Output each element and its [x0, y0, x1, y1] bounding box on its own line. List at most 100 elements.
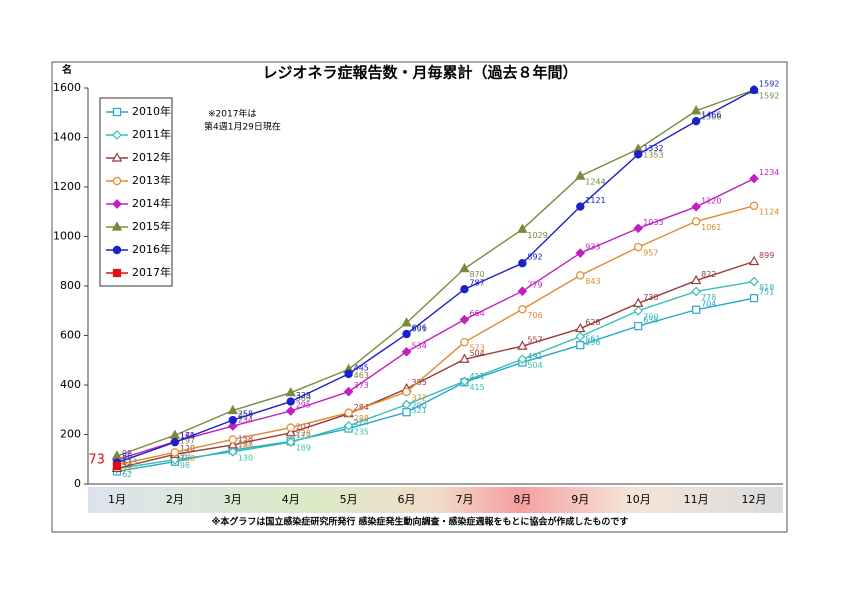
- data-label: 892: [527, 253, 542, 262]
- marker: [633, 305, 644, 316]
- marker: [518, 259, 527, 268]
- data-label: 235: [354, 427, 369, 436]
- marker: [692, 305, 701, 314]
- series-line: [116, 205, 755, 466]
- data-label: 638: [643, 316, 658, 325]
- legend-label: 2017年: [132, 265, 171, 279]
- marker: [518, 305, 527, 314]
- series-line: [116, 177, 755, 461]
- x-tick-label: 10月: [626, 493, 651, 506]
- marker: [749, 294, 759, 303]
- marker: [690, 105, 702, 115]
- x-tick-label: 4月: [282, 493, 300, 506]
- legend-label: 2012年: [132, 150, 171, 164]
- marker: [691, 217, 701, 226]
- data-label: 1061: [701, 223, 721, 232]
- x-tick-label: 11月: [684, 493, 709, 506]
- marker: [691, 116, 701, 126]
- frame: [51, 61, 788, 533]
- marker: [112, 268, 122, 278]
- annotation: ※2017年は: [208, 108, 256, 120]
- x-tick-label: 8月: [513, 493, 531, 506]
- marker: [227, 439, 239, 449]
- data-label: 957: [643, 249, 658, 258]
- marker: [112, 461, 122, 471]
- marker: [286, 397, 295, 406]
- data-label: 573: [469, 344, 484, 353]
- marker: [517, 340, 528, 350]
- y-tick-label: 1400: [53, 131, 81, 144]
- marker: [228, 415, 237, 425]
- season-band: [88, 487, 783, 513]
- data-label: 197: [180, 437, 195, 446]
- marker: [460, 285, 469, 294]
- marker: [691, 286, 701, 297]
- marker: [402, 408, 411, 417]
- annotation: 第4週1月29日現在: [204, 121, 281, 133]
- data-label: 385: [412, 378, 427, 387]
- marker: [634, 242, 643, 252]
- data-label: 787: [469, 279, 484, 288]
- data-label: 843: [585, 277, 600, 286]
- data-label: 373: [354, 381, 369, 390]
- marker: [749, 201, 759, 211]
- x-tick-label: 6月: [398, 493, 416, 506]
- x-tick-label: 7月: [455, 493, 473, 506]
- marker: [749, 276, 759, 287]
- x-tick-label: 1月: [108, 493, 126, 506]
- data-label: 321: [412, 406, 427, 415]
- data-label: 1332: [643, 144, 663, 153]
- data-label: 98: [122, 449, 132, 458]
- marker: [343, 386, 354, 397]
- marker: [112, 107, 122, 117]
- data-label: 704: [701, 299, 716, 308]
- data-label: 596: [585, 338, 600, 347]
- series-line: [116, 89, 755, 457]
- marker: [227, 421, 238, 431]
- data-label: 171: [180, 431, 195, 440]
- y-tick-label: 200: [60, 428, 81, 441]
- marker: [459, 376, 470, 387]
- data-label: 606: [412, 324, 427, 333]
- marker: [401, 399, 412, 410]
- chart-title: レジオネラ症報告数・月毎累計（過去８年間）: [262, 64, 577, 82]
- marker: [517, 354, 528, 365]
- data-label: 130: [238, 453, 253, 462]
- x-tick-label: 9月: [571, 493, 589, 506]
- data-label: 933: [585, 243, 600, 252]
- marker: [112, 199, 122, 209]
- data-label: 706: [527, 311, 542, 320]
- marker: [749, 85, 759, 95]
- data-label: 1033: [643, 218, 663, 227]
- marker: [170, 448, 180, 457]
- marker: [401, 317, 412, 327]
- y-axis-label: 名: [62, 63, 72, 76]
- data-label: 1592: [759, 79, 779, 88]
- data-label: 90: [180, 451, 190, 460]
- data-label: 333: [296, 391, 311, 400]
- series-line: [116, 297, 755, 473]
- footnote: ※本グラフは国立感染症研究所発行 感染症発生動向調査・感染症週報をもとに協会が作…: [212, 516, 629, 528]
- data-label: 73: [88, 452, 105, 467]
- marker: [517, 286, 528, 297]
- marker: [285, 386, 296, 397]
- marker: [575, 248, 586, 258]
- x-tick-label: 12月: [742, 493, 767, 506]
- data-label: 534: [412, 341, 427, 350]
- data-label: 899: [759, 251, 774, 260]
- legend-label: 2011年: [132, 127, 171, 141]
- legend-label: 2013年: [132, 173, 171, 187]
- series-line: [116, 89, 755, 464]
- marker: [402, 387, 411, 397]
- data-label: 228: [296, 429, 311, 438]
- marker: [634, 150, 643, 159]
- y-tick-label: 1200: [53, 180, 81, 193]
- data-label: 870: [469, 270, 484, 279]
- legend-label: 2015年: [132, 219, 171, 233]
- marker: [633, 223, 644, 234]
- data-label: 1124: [759, 207, 779, 216]
- y-tick-label: 400: [60, 378, 81, 391]
- data-label: 491: [527, 352, 542, 361]
- data-label: 372: [412, 393, 427, 402]
- y-tick-label: 0: [74, 477, 81, 490]
